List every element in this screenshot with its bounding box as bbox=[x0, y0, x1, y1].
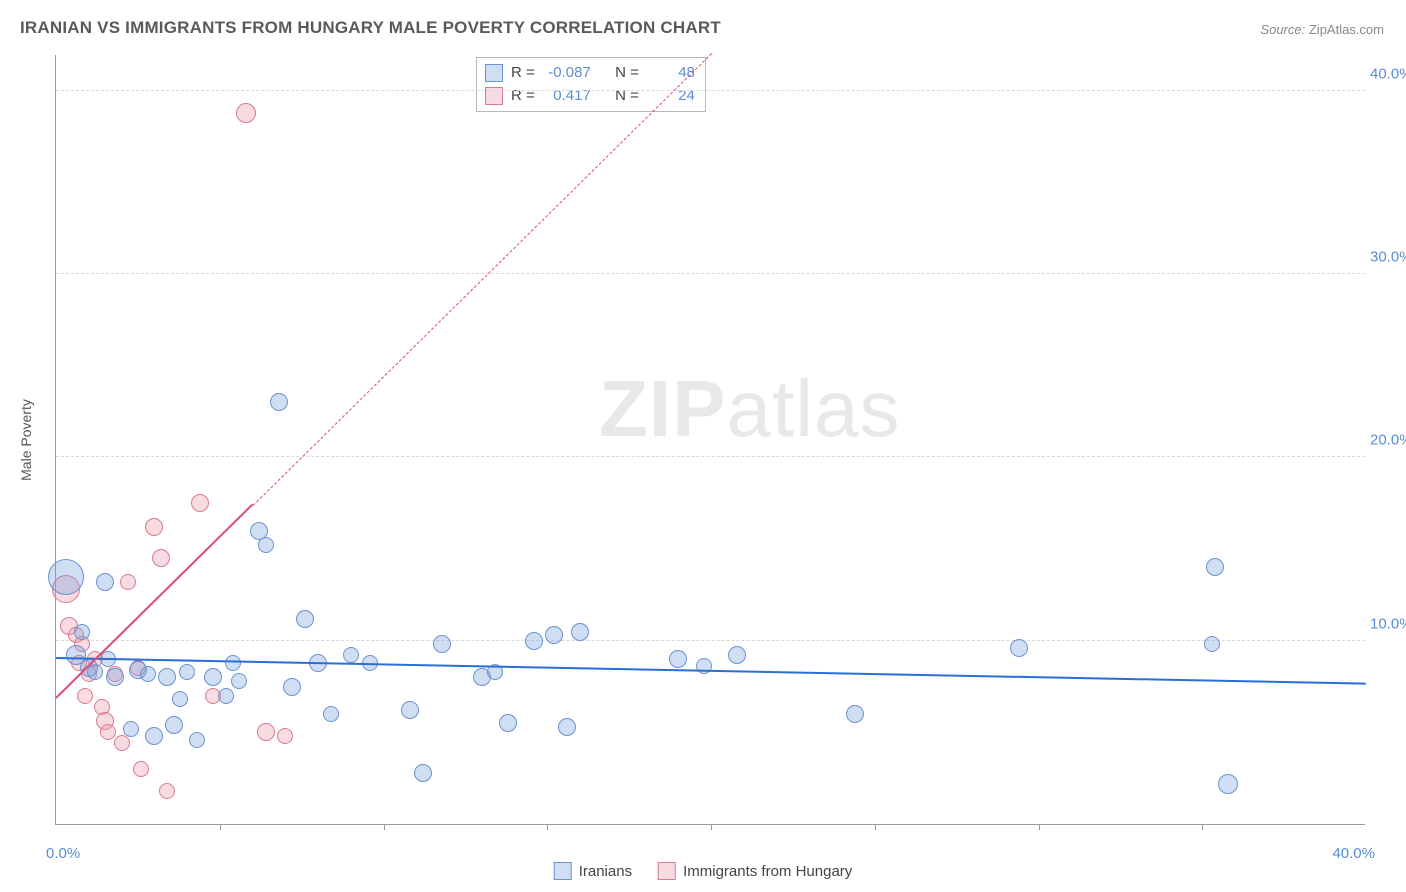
data-point-iranians bbox=[158, 668, 176, 686]
data-point-iranians bbox=[270, 393, 288, 411]
data-point-iranians bbox=[414, 764, 432, 782]
r-label: R = bbox=[511, 62, 535, 85]
data-point-iranians bbox=[545, 626, 563, 644]
data-point-iranians bbox=[189, 732, 205, 748]
x-axis-zero: 0.0% bbox=[46, 845, 80, 862]
data-point-iranians bbox=[145, 727, 163, 745]
data-point-hungary bbox=[120, 574, 136, 590]
n-value-hungary: 24 bbox=[647, 85, 695, 108]
y-tick-label: 20.0% bbox=[1370, 432, 1406, 449]
x-tick-mark bbox=[711, 824, 712, 830]
data-point-iranians bbox=[558, 718, 576, 736]
data-point-iranians bbox=[1206, 558, 1224, 576]
data-point-iranians bbox=[696, 658, 712, 674]
source-attribution: Source: ZipAtlas.com bbox=[1260, 22, 1384, 37]
data-point-iranians bbox=[218, 688, 234, 704]
legend-item-iranians: Iranians bbox=[554, 862, 632, 880]
stats-row-iranians: R = -0.087 N = 48 bbox=[485, 62, 695, 85]
data-point-iranians bbox=[525, 632, 543, 650]
data-point-hungary bbox=[191, 494, 209, 512]
scatter-chart: ZIPatlas Male Poverty R = -0.087 N = 48 … bbox=[55, 55, 1365, 825]
data-point-iranians bbox=[123, 721, 139, 737]
data-point-hungary bbox=[159, 783, 175, 799]
x-axis-max: 40.0% bbox=[1332, 845, 1375, 862]
y-tick-label: 10.0% bbox=[1370, 615, 1406, 632]
r-label: R = bbox=[511, 85, 535, 108]
data-point-iranians bbox=[1204, 636, 1220, 652]
gridline bbox=[56, 640, 1365, 641]
data-point-hungary bbox=[277, 728, 293, 744]
r-value-hungary: 0.417 bbox=[543, 85, 591, 108]
x-tick-mark bbox=[1202, 824, 1203, 830]
data-point-hungary bbox=[77, 688, 93, 704]
y-tick-label: 30.0% bbox=[1370, 249, 1406, 266]
data-point-iranians bbox=[231, 673, 247, 689]
data-point-iranians bbox=[433, 635, 451, 653]
x-tick-mark bbox=[547, 824, 548, 830]
data-point-iranians bbox=[1010, 639, 1028, 657]
data-point-iranians bbox=[283, 678, 301, 696]
r-value-iranians: -0.087 bbox=[543, 62, 591, 85]
y-axis-label: Male Poverty bbox=[18, 399, 34, 481]
watermark-atlas: atlas bbox=[727, 364, 901, 453]
data-point-iranians bbox=[179, 664, 195, 680]
data-point-hungary bbox=[114, 735, 130, 751]
watermark: ZIPatlas bbox=[599, 363, 900, 455]
watermark-zip: ZIP bbox=[599, 364, 726, 453]
stats-legend: R = -0.087 N = 48 R = 0.417 N = 24 bbox=[476, 57, 706, 112]
data-point-iranians bbox=[225, 655, 241, 671]
gridline bbox=[56, 90, 1365, 91]
data-point-iranians bbox=[204, 668, 222, 686]
legend-item-hungary: Immigrants from Hungary bbox=[658, 862, 852, 880]
y-tick-label: 40.0% bbox=[1370, 65, 1406, 82]
data-point-hungary bbox=[133, 761, 149, 777]
chart-title: IRANIAN VS IMMIGRANTS FROM HUNGARY MALE … bbox=[20, 18, 721, 38]
data-point-iranians bbox=[401, 701, 419, 719]
data-point-iranians bbox=[323, 706, 339, 722]
stats-row-hungary: R = 0.417 N = 24 bbox=[485, 85, 695, 108]
trendline-hungary-dashed bbox=[252, 53, 711, 505]
data-point-iranians bbox=[172, 691, 188, 707]
data-point-hungary bbox=[236, 103, 256, 123]
data-point-iranians bbox=[140, 666, 156, 682]
x-tick-mark bbox=[220, 824, 221, 830]
data-point-iranians bbox=[258, 537, 274, 553]
source-value: ZipAtlas.com bbox=[1309, 22, 1384, 37]
data-point-iranians bbox=[728, 646, 746, 664]
swatch-hungary bbox=[658, 862, 676, 880]
data-point-iranians bbox=[106, 668, 124, 686]
x-tick-mark bbox=[1039, 824, 1040, 830]
x-tick-mark bbox=[875, 824, 876, 830]
data-point-hungary bbox=[257, 723, 275, 741]
data-point-iranians bbox=[74, 624, 90, 640]
swatch-iranians bbox=[554, 862, 572, 880]
data-point-iranians bbox=[48, 559, 84, 595]
source-label: Source: bbox=[1260, 22, 1305, 37]
data-point-iranians bbox=[296, 610, 314, 628]
n-label: N = bbox=[615, 85, 639, 108]
legend-label-hungary: Immigrants from Hungary bbox=[683, 863, 852, 880]
x-tick-mark bbox=[384, 824, 385, 830]
data-point-iranians bbox=[87, 664, 103, 680]
data-point-iranians bbox=[499, 714, 517, 732]
data-point-iranians bbox=[846, 705, 864, 723]
data-point-iranians bbox=[96, 573, 114, 591]
n-value-iranians: 48 bbox=[647, 62, 695, 85]
swatch-iranians bbox=[485, 64, 503, 82]
series-legend: Iranians Immigrants from Hungary bbox=[554, 862, 853, 880]
gridline bbox=[56, 456, 1365, 457]
data-point-iranians bbox=[343, 647, 359, 663]
n-label: N = bbox=[615, 62, 639, 85]
data-point-iranians bbox=[669, 650, 687, 668]
data-point-iranians bbox=[165, 716, 183, 734]
data-point-hungary bbox=[145, 518, 163, 536]
data-point-hungary bbox=[152, 549, 170, 567]
legend-label-iranians: Iranians bbox=[579, 863, 632, 880]
gridline bbox=[56, 273, 1365, 274]
data-point-iranians bbox=[1218, 774, 1238, 794]
data-point-iranians bbox=[571, 623, 589, 641]
